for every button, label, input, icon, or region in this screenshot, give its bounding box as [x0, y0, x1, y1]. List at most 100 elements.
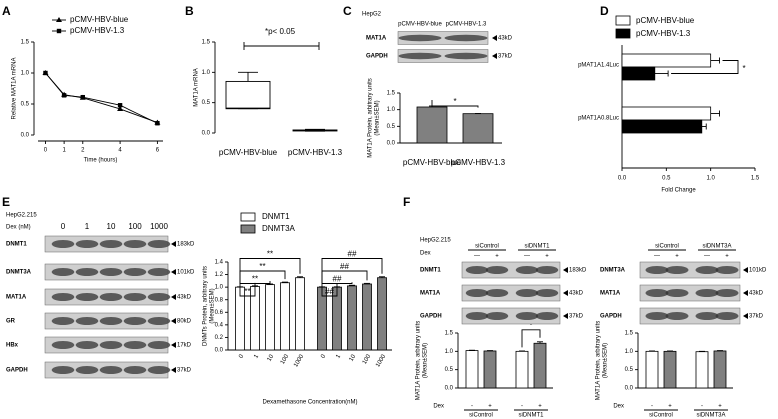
annotation: **	[244, 287, 250, 296]
blot-band	[695, 289, 719, 297]
series-line	[45, 72, 158, 124]
blot-band	[99, 341, 123, 349]
blot-band	[515, 289, 539, 297]
blot-band	[147, 240, 171, 248]
blot-size: 101kD	[749, 268, 767, 274]
x-group-title: Dex	[613, 404, 624, 410]
x-tick-label: pCMV-HBV-1.3	[451, 158, 506, 167]
x-tick-label: -	[471, 404, 473, 410]
blot-arrow	[563, 313, 568, 319]
annotation: **	[267, 250, 273, 259]
blot-size: 101kD	[177, 270, 195, 276]
y-axis-label: (Mean±SEM)	[423, 343, 429, 378]
y-tick-label: 0.0	[387, 141, 396, 147]
blot-band	[465, 312, 489, 320]
blot-band	[147, 341, 171, 349]
bracket	[521, 329, 541, 348]
blot-row-label: GAPDH	[420, 314, 442, 320]
marker	[56, 17, 62, 22]
blot-band	[51, 268, 75, 276]
blot-row-label: GAPDH	[366, 54, 388, 60]
x-axis-label: Time (hours)	[84, 158, 118, 164]
blot-sign: +	[495, 254, 499, 260]
blot-band	[51, 240, 75, 248]
blot-size: 37kD	[498, 54, 513, 60]
x-tick-label: 10	[267, 353, 276, 362]
blot-band	[147, 268, 171, 276]
blot-band	[398, 34, 442, 42]
blot-size: 37kD	[569, 314, 584, 320]
x-group-label: siDNMT3A	[696, 413, 725, 419]
bar	[317, 286, 327, 351]
blot-row-label: DNMT3A	[6, 270, 32, 276]
y-tick-label: 0.5	[445, 367, 454, 373]
blot-size: 37kD	[177, 368, 192, 374]
legend-label: DNMT1	[262, 212, 290, 221]
y-axis-label: MAT1A Protein, arbitrary units	[596, 321, 602, 401]
blot-arrow	[743, 313, 748, 319]
blot-arrow	[743, 267, 748, 273]
annotation: **	[252, 275, 258, 284]
blot-strip	[397, 49, 489, 63]
blot-dex-label: Dex	[420, 251, 431, 257]
y-tick-label: 1.5	[625, 331, 634, 337]
x-tick-label: -	[521, 404, 523, 410]
blot-column: pCMV-HBV-blue	[398, 22, 442, 28]
blot-row-label: HBx	[6, 343, 19, 349]
blot-band	[715, 312, 739, 320]
blot-sign: —	[474, 254, 480, 260]
x-tick-label: 6	[156, 148, 160, 154]
blot-band	[398, 52, 442, 60]
legend-swatch	[615, 15, 631, 26]
blot-row-label: MAT1A	[420, 291, 441, 297]
y-axis-label: Relative MAT1A mRNA	[12, 58, 18, 120]
bar	[695, 351, 709, 389]
x-axis-label: Dexamethasone Concentration(nM)	[262, 400, 357, 406]
legend-label: pCMV-HBV-blue	[636, 16, 695, 25]
x-tick-label: +	[718, 404, 722, 410]
blot-row-label: MAT1A	[600, 291, 621, 297]
blot-arrow	[171, 318, 176, 324]
marker	[80, 94, 85, 100]
y-tick-label: 0.0	[445, 386, 454, 392]
blot-band	[465, 266, 489, 274]
blot-arrow	[563, 267, 568, 273]
blot-band	[147, 317, 171, 325]
blot-arrow	[171, 367, 176, 373]
bar	[295, 277, 305, 351]
y-tick-label: 1.4	[215, 260, 224, 266]
x-tick-label: 100	[362, 353, 373, 365]
blot-band	[123, 240, 147, 248]
y-axis-label: (Mean±SEM)	[375, 100, 381, 135]
blot-row-label: DNMT1	[6, 242, 27, 248]
box	[225, 80, 271, 110]
blot-band	[665, 312, 689, 320]
x-tick-label: pCMV-HBV-1.3	[288, 148, 343, 157]
x-tick-label: 0	[44, 148, 48, 154]
x-tick-label: +	[488, 404, 492, 410]
marker	[117, 103, 123, 108]
y-tick-label: 0.0	[202, 131, 211, 137]
blot-size: 43kD	[177, 295, 192, 301]
x-tick-label: 1.5	[751, 176, 760, 182]
y-tick-label: 0.8	[215, 297, 224, 303]
blot-arrow	[171, 342, 176, 348]
blot-size: 43kD	[569, 291, 584, 297]
x-tick-label: pCMV-HBV-blue	[403, 158, 462, 167]
bar	[377, 277, 387, 351]
y-tick-label: 1.5	[202, 40, 211, 46]
y-tick-label: 0.5	[202, 100, 211, 106]
x-tick-label: 0.5	[662, 176, 671, 182]
bar	[621, 66, 656, 81]
x-tick-label: +	[668, 404, 672, 410]
annotation: ##	[340, 262, 349, 271]
blot-strip	[461, 307, 561, 325]
panel-label: D	[600, 4, 609, 18]
panel-label: A	[2, 4, 11, 18]
blot-band	[75, 317, 99, 325]
bar	[713, 350, 727, 389]
annotation: **	[259, 262, 265, 271]
blot-sign: +	[725, 254, 729, 260]
blot-band	[485, 266, 509, 274]
blot-band	[75, 366, 99, 374]
